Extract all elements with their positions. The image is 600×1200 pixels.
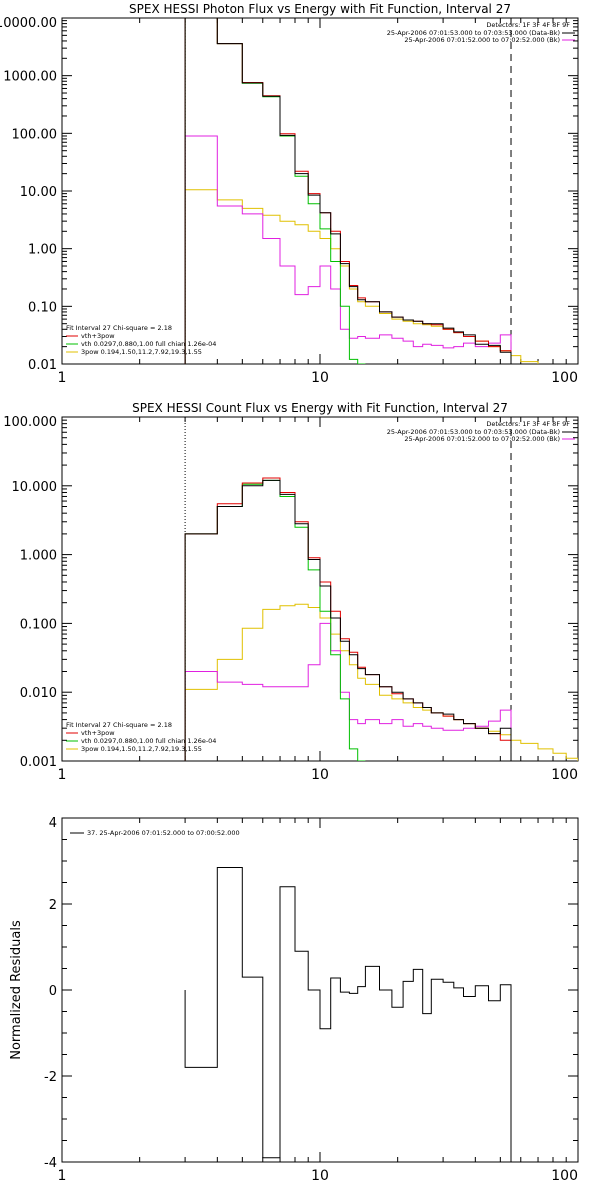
series-bk [184, 135, 512, 364]
legend-entry-label: 25-Apr-2006 07:01:53.000 to 07:03:53.000… [387, 428, 560, 436]
residuals-legend-label: 37. 25-Apr-2006 07:01:52.000 to 07:00:52… [87, 829, 240, 837]
y-tick-label: 1.00 [28, 243, 57, 258]
fit-legend-header: Fit Interval 27 Chi-square = 2.18 [66, 324, 172, 332]
legend-entry-label: 25-Apr-2006 07:01:52.000 to 07:02:52.000… [404, 36, 560, 44]
count-flux-panel: SPEX HESSI Count Flux vs Energy with Fit… [3, 401, 579, 783]
series-data [184, 18, 512, 364]
legend-header: Detectors: 1F 3F 4F 8F 9F [486, 420, 570, 428]
legend-entry-label: 25-Apr-2006 07:01:52.000 to 07:02:52.000… [404, 435, 560, 443]
series-line-bk [184, 622, 512, 761]
y-tick-label: 0.100 [20, 617, 57, 632]
x-tick-label: 10 [311, 1168, 329, 1184]
residuals-panel: Normalized Residuals 1 10 100 -4 -2 0 2 4 37. 25-… [9, 816, 579, 1184]
fit-legend-entry-label: vth+3pow [81, 729, 115, 737]
series-line-residuals [184, 867, 512, 1162]
fit-legend-entry-label: vth+3pow [81, 332, 115, 340]
y-tick-label: 1000.00 [3, 70, 57, 85]
y-axis-label: Normalized Residuals [9, 920, 24, 1060]
y-tick-label: -2 [44, 1070, 57, 1085]
series-bk [184, 622, 512, 761]
series-data [184, 479, 512, 761]
y-tick-label: -4 [44, 1156, 57, 1171]
x-tick-label: 100 [551, 1168, 578, 1184]
x-tick-label: 10 [311, 370, 329, 386]
series-line-data [184, 18, 512, 364]
fit-legend-entry-label: 3pow 0.194,1.50,11.2,7.92,19.3,1.55 [81, 348, 202, 356]
x-tick-label: 1 [58, 767, 67, 783]
y-tick-label: 0.001 [20, 755, 57, 770]
fit-legend: Fit Interval 27 Chi-square = 2.18vth+3po… [66, 721, 216, 753]
y-tick-label: 0.10 [28, 300, 57, 315]
chart-title: SPEX HESSI Photon Flux vs Energy with Fi… [129, 2, 511, 16]
x-tick-label: 1 [58, 370, 67, 386]
photon-flux-panel: SPEX HESSI Photon Flux vs Energy with Fi… [0, 2, 579, 386]
x-tick-label: 10 [311, 767, 329, 783]
x-tick-label: 100 [551, 370, 578, 386]
fit-legend-entry-label: vth 0.0297,0.880,1.00 full chian 1.26e-0… [81, 340, 216, 348]
y-tick-label: 10000.00 [0, 16, 57, 31]
y-tick-label: 100.000 [3, 415, 57, 430]
y-tick-label: 0 [49, 984, 57, 999]
y-tick-label: 10.000 [12, 480, 58, 495]
y-tick-label: 10.00 [20, 185, 57, 200]
series-line-data [184, 479, 512, 761]
series-residuals [184, 867, 512, 1162]
series-line-bk [184, 135, 512, 364]
y-tick-label: 2 [49, 898, 57, 913]
y-tick-label: 0.01 [28, 358, 57, 373]
y-tick-label: 100.00 [12, 127, 58, 142]
fit-legend: Fit Interval 27 Chi-square = 2.18vth+3po… [66, 324, 216, 356]
x-tick-label: 1 [58, 1168, 67, 1184]
residuals-legend: 37. 25-Apr-2006 07:01:52.000 to 07:00:52… [70, 829, 240, 837]
x-tick-label: 100 [551, 767, 578, 783]
y-tick-label: 1.000 [20, 549, 57, 564]
fit-legend-entry-label: vth 0.0297,0.880,1.00 full chian 1.26e-0… [81, 737, 216, 745]
fit-legend-entry-label: 3pow 0.194,1.50,11.2,7.92,19.3,1.55 [81, 745, 202, 753]
legend-entry-label: 25-Apr-2006 07:01:53.000 to 07:03:53.000… [387, 29, 560, 37]
y-tick-label: 4 [49, 816, 57, 831]
chart-title: SPEX HESSI Count Flux vs Energy with Fit… [132, 401, 508, 415]
y-tick-label: 0.010 [20, 686, 57, 701]
fit-legend-header: Fit Interval 27 Chi-square = 2.18 [66, 721, 172, 729]
legend-header: Detectors: 1F 3F 4F 8F 9F [486, 21, 570, 29]
